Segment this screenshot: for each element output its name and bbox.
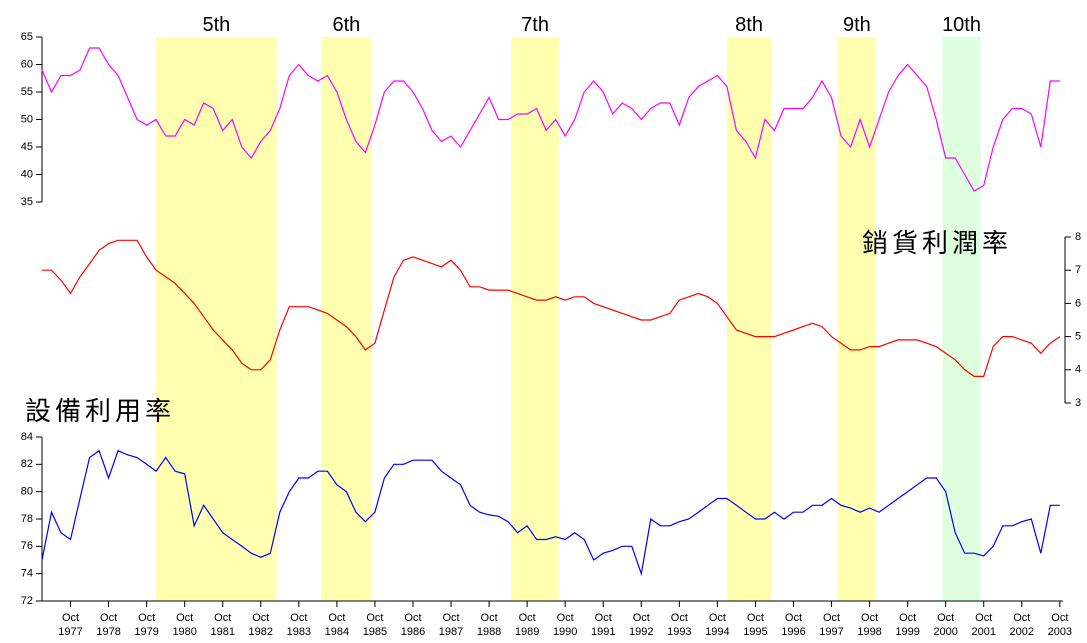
x-tick-label: Oct 1992 (629, 612, 653, 638)
x-tick-label: Oct 2003 (1048, 612, 1072, 638)
y-tick-label: 6 (1075, 297, 1081, 309)
period-label: 10th (942, 14, 981, 36)
period-label: 6th (332, 14, 360, 36)
x-tick-label: Oct 1987 (439, 612, 463, 638)
x-tick-label: Oct 1982 (249, 612, 273, 638)
x-tick-label: Oct 1997 (819, 612, 843, 638)
y-tick-label: 45 (21, 141, 33, 153)
x-tick-label: Oct 1985 (363, 612, 387, 638)
x-tick-label: Oct 2001 (971, 612, 995, 638)
y-tick-label: 78 (21, 513, 33, 525)
x-tick-label: Oct 1980 (172, 612, 196, 638)
x-tick-label: Oct 1981 (210, 612, 234, 638)
shaded-period (156, 37, 277, 601)
x-tick-label: Oct 1990 (553, 612, 577, 638)
y-tick-label: 60 (21, 58, 33, 70)
shaded-period (726, 37, 772, 601)
x-tick-label: Oct 1996 (781, 612, 805, 638)
x-tick-label: Oct 1988 (477, 612, 501, 638)
x-tick-label: Oct 2002 (1010, 612, 1034, 638)
line-series (41, 449, 1060, 577)
x-tick-label: Oct 1984 (325, 612, 349, 638)
y-tick-label: 84 (21, 431, 33, 443)
y-tick-label: 7 (1075, 264, 1081, 276)
x-tick-label: Oct 1998 (857, 612, 881, 638)
line-series (42, 239, 1061, 377)
y-tick-label: 4 (1075, 364, 1081, 376)
x-tick-label: Oct 1995 (743, 612, 767, 638)
x-tick-label: Oct 1993 (667, 612, 691, 638)
x-tick-label: Oct 1994 (705, 612, 729, 638)
shaded-period (511, 37, 559, 601)
period-label: 5th (202, 14, 230, 36)
x-tick-label: Oct 1989 (515, 612, 539, 638)
period-label: 9th (843, 14, 871, 36)
y-tick-label: 8 (1075, 231, 1081, 243)
y-tick-label: 74 (21, 568, 33, 580)
shaded-period (837, 37, 876, 601)
y-tick-label: 55 (21, 86, 33, 98)
x-tick-label: Oct 2000 (933, 612, 957, 638)
y-tick-label: 65 (21, 31, 33, 43)
y-tick-label: 5 (1075, 331, 1081, 343)
series-name: 銷貨利潤率 (862, 229, 1012, 259)
y-tick-label: 3 (1075, 397, 1081, 409)
y-tick-label: 50 (21, 113, 33, 125)
shaded-period (942, 37, 981, 601)
x-tick-label: Oct 1999 (895, 612, 919, 638)
period-label: 7th (521, 14, 549, 36)
x-tick-label: Oct 1978 (96, 612, 120, 638)
y-tick-label: 35 (21, 196, 33, 208)
y-tick-label: 82 (21, 458, 33, 470)
y-tick-label: 80 (21, 486, 33, 498)
y-tick-label: 72 (21, 595, 33, 607)
series-name: 設備利用率 (25, 397, 175, 427)
x-tick-label: Oct 1986 (401, 612, 425, 638)
y-tick-label: 40 (21, 168, 33, 180)
period-label: 8th (735, 14, 763, 36)
shaded-period (321, 37, 372, 601)
x-tick-label: Oct 1983 (287, 612, 311, 638)
x-tick-label: Oct 1979 (134, 612, 158, 638)
line-series (41, 47, 1060, 192)
x-tick-label: Oct 1977 (58, 612, 82, 638)
y-tick-label: 76 (21, 540, 33, 552)
x-tick-label: Oct 1991 (591, 612, 615, 638)
